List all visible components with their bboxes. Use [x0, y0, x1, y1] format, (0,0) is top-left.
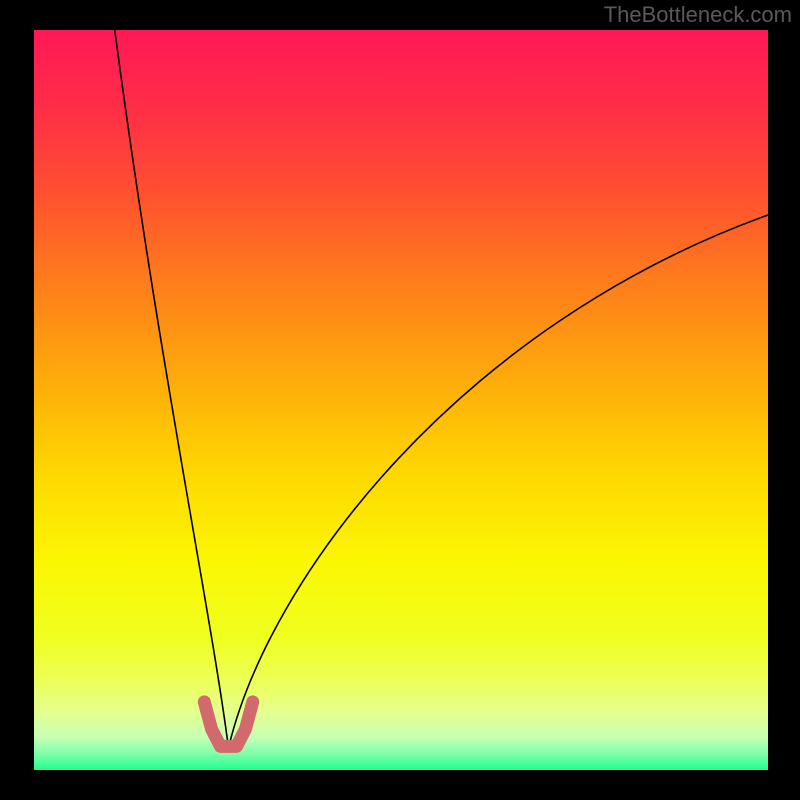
- u-marker: [204, 702, 252, 746]
- bottleneck-curve: [115, 30, 768, 748]
- watermark-text: TheBottleneck.com: [604, 2, 792, 28]
- plot-area: [34, 30, 768, 770]
- curve-layer: [34, 30, 768, 770]
